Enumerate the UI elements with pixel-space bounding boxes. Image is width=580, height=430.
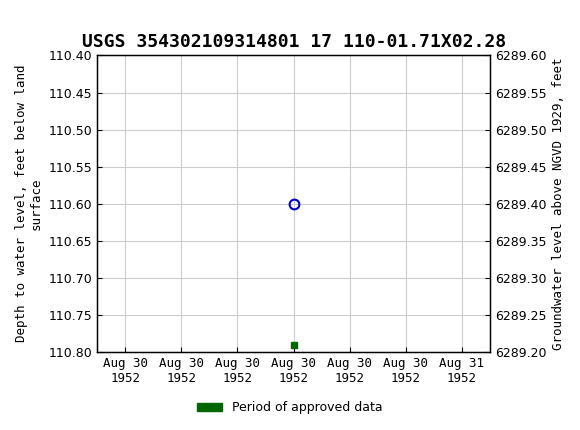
Text: ≡USGS: ≡USGS	[101, 26, 172, 44]
Y-axis label: Depth to water level, feet below land
surface: Depth to water level, feet below land su…	[15, 65, 43, 342]
Bar	[99, 18, 150, 52]
Title: USGS 354302109314801 17 110-01.71X02.28: USGS 354302109314801 17 110-01.71X02.28	[82, 33, 506, 51]
Y-axis label: Groundwater level above NGVD 1929, feet: Groundwater level above NGVD 1929, feet	[552, 58, 565, 350]
Legend: Period of approved data: Period of approved data	[192, 396, 388, 419]
